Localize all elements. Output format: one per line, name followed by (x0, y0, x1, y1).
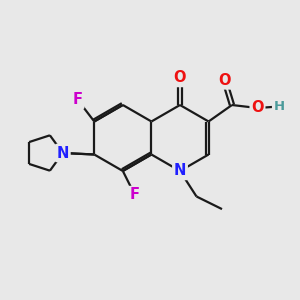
Text: N: N (57, 146, 69, 160)
Text: F: F (73, 92, 83, 107)
Text: H: H (274, 100, 285, 113)
Text: F: F (130, 188, 140, 202)
Text: N: N (174, 164, 186, 178)
Text: O: O (251, 100, 264, 116)
Text: O: O (174, 70, 186, 86)
Text: O: O (218, 73, 231, 88)
